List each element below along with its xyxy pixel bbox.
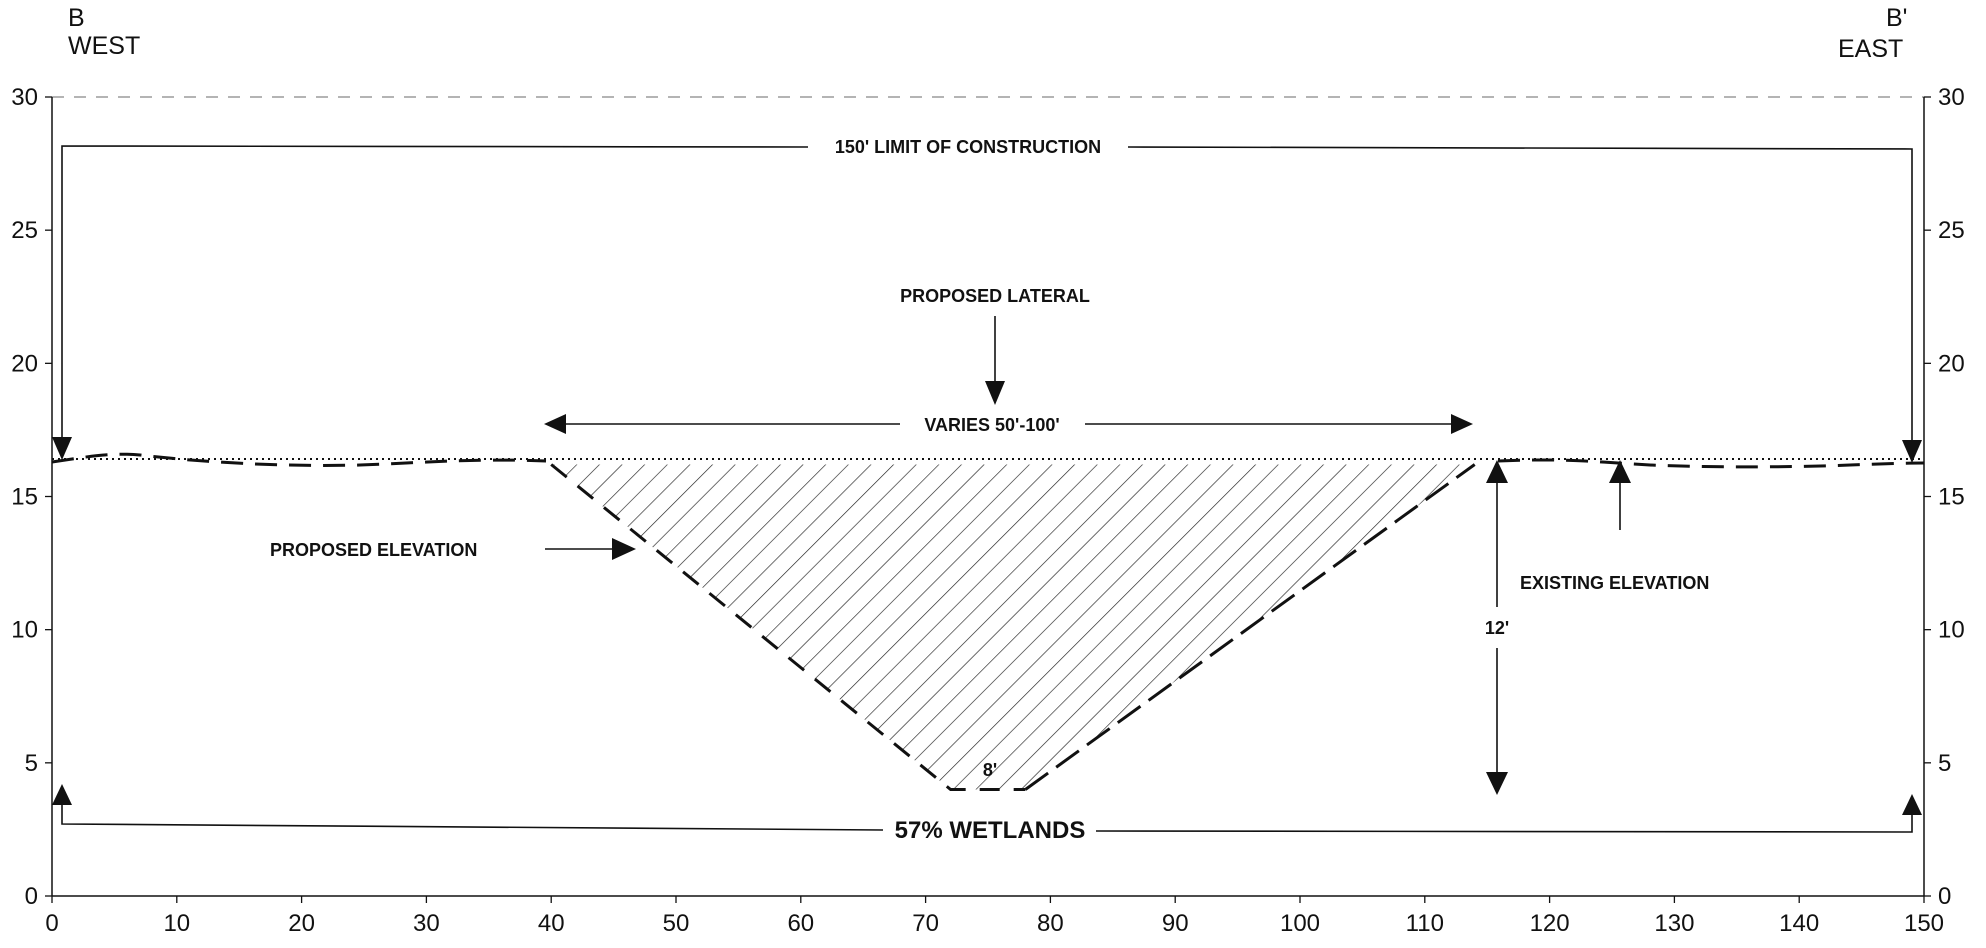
wetlands-extent-line bbox=[61, 804, 884, 831]
x-tick-label: 130 bbox=[1654, 910, 1694, 937]
varies-width-label: VARIES 50'-100' bbox=[924, 415, 1059, 435]
x-tick-label: 50 bbox=[663, 910, 690, 937]
y-tick-label-right: 30 bbox=[1938, 84, 1965, 111]
existing-trench-outline bbox=[1024, 463, 1476, 791]
limit-of-construction-line bbox=[61, 145, 809, 443]
y-tick-label-left: 25 bbox=[11, 217, 38, 244]
x-tick-label: 20 bbox=[288, 910, 315, 937]
y-tick-label-right: 20 bbox=[1938, 350, 1965, 377]
arrowhead-wetlands-right bbox=[1902, 794, 1922, 815]
y-axis-ticks-right: 0 5 10 15 20 25 30 bbox=[1924, 84, 1965, 910]
y-tick-label-left: 20 bbox=[11, 350, 38, 377]
arrowhead-left-down bbox=[52, 437, 72, 460]
x-tick-label: 40 bbox=[538, 910, 565, 937]
arrowhead-right-down bbox=[1902, 440, 1922, 463]
x-tick-label: 80 bbox=[1037, 910, 1064, 937]
wetlands-extent-line-right bbox=[1095, 815, 1913, 833]
arrowhead-depth-down bbox=[1486, 772, 1508, 795]
right-direction-label: EAST bbox=[1838, 35, 1903, 63]
x-tick-label: 120 bbox=[1530, 910, 1570, 937]
y-tick-label-right: 5 bbox=[1938, 750, 1951, 777]
trench-hatch-area bbox=[551, 464, 1475, 790]
y-tick-label-left: 10 bbox=[11, 617, 38, 644]
x-tick-label: 140 bbox=[1779, 910, 1819, 937]
arrowhead-lateral bbox=[985, 381, 1005, 405]
y-tick-label-right: 10 bbox=[1938, 617, 1965, 644]
arrowhead-existing-elevation bbox=[1609, 460, 1631, 483]
y-axis-ticks-left: 0 5 10 15 20 25 30 bbox=[11, 84, 52, 910]
existing-elevation-label: EXISTING ELEVATION bbox=[1520, 573, 1709, 593]
y-tick-label-right: 0 bbox=[1938, 883, 1951, 910]
existing-elevation-line bbox=[51, 452, 547, 467]
left-section-letter: B bbox=[68, 4, 85, 32]
arrowhead-proposed-elevation bbox=[612, 538, 636, 560]
left-direction-label: WEST bbox=[68, 32, 140, 60]
bottom-width-label: 8' bbox=[983, 760, 997, 780]
proposed-elevation-label: PROPOSED ELEVATION bbox=[270, 540, 477, 560]
right-section-letter: B' bbox=[1886, 4, 1907, 32]
proposed-lateral-label: PROPOSED LATERAL bbox=[900, 286, 1090, 306]
y-tick-label-left: 5 bbox=[25, 750, 38, 777]
proposed-trench-outline bbox=[550, 463, 1026, 791]
arrowhead-varies-right bbox=[1451, 414, 1473, 434]
x-tick-label: 70 bbox=[912, 910, 939, 937]
x-tick-label: 10 bbox=[163, 910, 190, 937]
x-tick-label: 100 bbox=[1280, 910, 1320, 937]
x-tick-label: 110 bbox=[1406, 910, 1444, 937]
x-tick-label: 90 bbox=[1162, 910, 1189, 937]
x-tick-label: 60 bbox=[787, 910, 814, 937]
x-tick-label: 150 bbox=[1904, 910, 1944, 937]
arrowhead-wetlands-left bbox=[52, 784, 72, 805]
wetlands-label: 57% WETLANDS bbox=[895, 817, 1086, 844]
depth-label: 12' bbox=[1485, 618, 1509, 638]
y-tick-label-left: 30 bbox=[11, 84, 38, 111]
y-tick-label-left: 15 bbox=[11, 484, 38, 511]
y-tick-label-left: 0 bbox=[25, 883, 38, 910]
limit-of-construction-label: 150' LIMIT OF CONSTRUCTION bbox=[835, 137, 1101, 157]
existing-elevation-line-right bbox=[1497, 458, 1925, 469]
arrowhead-depth-up bbox=[1486, 460, 1508, 483]
arrowhead-varies-left bbox=[544, 414, 566, 434]
x-tick-label: 30 bbox=[413, 910, 440, 937]
y-tick-label-right: 25 bbox=[1938, 217, 1965, 244]
x-tick-label: 0 bbox=[45, 910, 58, 937]
x-axis-ticks: 0 10 20 30 40 50 60 70 80 90 100 110 120 130 140 150 bbox=[45, 896, 1944, 937]
y-tick-label-right: 15 bbox=[1938, 484, 1965, 511]
limit-of-construction-line-right bbox=[1127, 146, 1913, 446]
